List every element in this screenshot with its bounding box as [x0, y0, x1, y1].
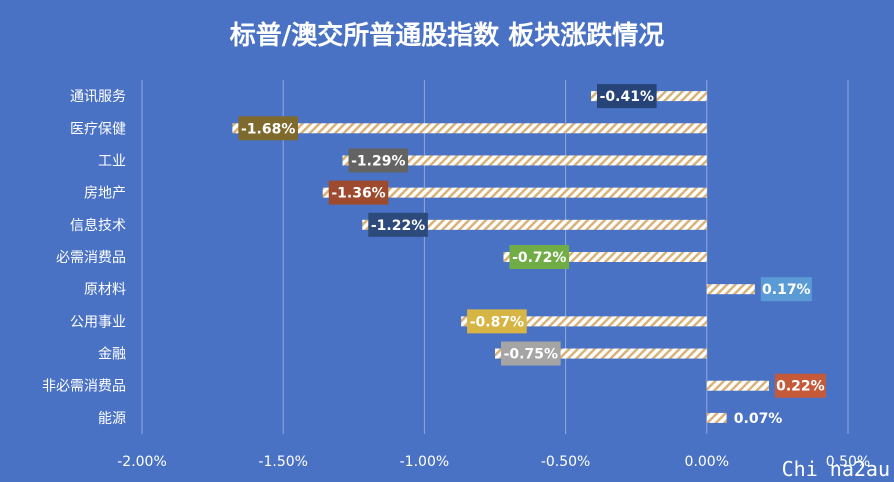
data-label-box — [509, 245, 570, 269]
category-label: 原材料 — [84, 282, 126, 298]
data-label-box — [501, 341, 561, 366]
bar — [706, 380, 769, 391]
data-label-group: -1.22% — [368, 212, 428, 237]
category-label: 通讯服务 — [70, 89, 126, 105]
data-label-group: -0.75% — [501, 341, 561, 366]
data-label-box — [467, 309, 527, 334]
bar — [706, 412, 727, 423]
bar — [342, 155, 707, 166]
data-label-group: -1.29% — [348, 148, 409, 173]
data-label-box — [732, 405, 784, 430]
data-label-box — [597, 84, 657, 109]
category-label: 非必需消费品 — [42, 379, 126, 395]
data-label: -0.87% — [470, 314, 524, 330]
x-tick-label: 0.00% — [685, 454, 729, 470]
data-label-group: -0.41% — [597, 84, 657, 109]
x-tick-label: 0.50% — [826, 454, 870, 470]
x-tick-label: -1.00% — [400, 454, 450, 470]
bars — [232, 91, 769, 423]
data-label: 0.17% — [762, 282, 811, 298]
category-label: 房地产 — [84, 186, 126, 202]
category-label: 工业 — [98, 153, 126, 169]
data-label-group: 0.07% — [732, 405, 784, 430]
data-label-group: 0.22% — [774, 373, 826, 398]
bar — [322, 187, 707, 198]
category-label: 信息技术 — [70, 217, 126, 234]
data-label-group: -0.87% — [467, 309, 527, 334]
data-label-group: -1.68% — [238, 116, 298, 141]
bar — [461, 316, 707, 327]
data-label-box — [760, 277, 812, 302]
bar — [706, 284, 755, 295]
x-tick-label: -2.00% — [117, 454, 167, 470]
bar — [503, 252, 707, 262]
data-label: -0.75% — [504, 347, 558, 363]
data-label: 0.07% — [734, 411, 783, 427]
data-label: -0.41% — [600, 89, 654, 105]
bar — [362, 219, 707, 230]
x-tick-label: -0.50% — [541, 454, 591, 470]
data-label-box — [238, 116, 298, 141]
bar — [232, 123, 707, 134]
chart-title: 标普/澳交所普通股指数 板块涨跌情况 — [230, 20, 665, 51]
data-label-group: -1.36% — [328, 180, 389, 205]
data-label-box — [348, 148, 409, 173]
data-labels: -0.41% -1.68% -1.29% -1.36% -1.22% -0.72% 0.17… — [238, 84, 826, 430]
data-label: -0.72% — [512, 250, 566, 266]
x-tick-labels: -2.00% -1.50% -1.00% -0.50% 0.00% 0.50% — [117, 454, 870, 470]
category-label: 公用事业 — [70, 314, 126, 330]
data-label: -1.22% — [371, 218, 425, 234]
data-label-box — [774, 373, 826, 398]
data-label: 0.22% — [776, 379, 825, 395]
data-label-group: -0.72% — [509, 245, 570, 269]
data-label: -1.29% — [351, 153, 405, 169]
bar — [495, 348, 707, 359]
data-label: -1.36% — [331, 186, 385, 202]
data-label-box — [368, 212, 428, 237]
x-tick-label: -1.50% — [258, 454, 308, 470]
category-label: 金融 — [98, 347, 126, 363]
data-label-group: 0.17% — [760, 277, 812, 302]
watermark: Chi na2au — [782, 457, 890, 481]
category-label: 能源 — [98, 411, 126, 427]
data-label: -1.68% — [241, 121, 295, 137]
category-label: 必需消费品 — [56, 250, 126, 266]
category-label: 医疗保健 — [70, 121, 126, 137]
data-label-box — [328, 180, 389, 205]
